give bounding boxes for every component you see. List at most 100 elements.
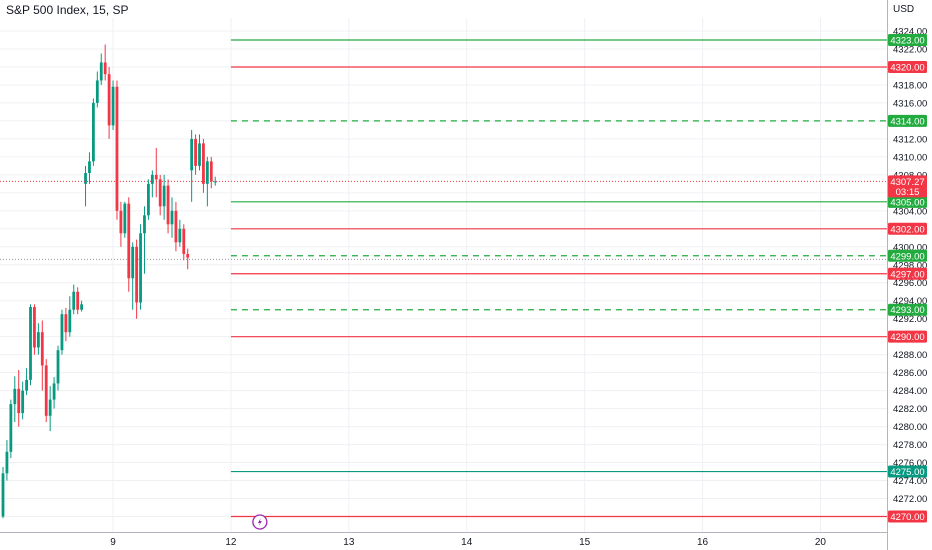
level-price-tag — [888, 510, 927, 523]
candle-body — [95, 80, 99, 103]
candle-body — [123, 203, 127, 234]
candlesticks — [1, 44, 217, 519]
chart-axes — [0, 0, 888, 550]
y-tick-label: 4304.00 — [893, 206, 927, 217]
y-tick-label: 4316.00 — [893, 98, 927, 109]
y-tick-label: 4322.00 — [893, 44, 927, 55]
candle-body — [205, 161, 209, 184]
y-tick-label: 4298.00 — [893, 260, 927, 271]
level-price-label: 4290.00 — [890, 332, 924, 343]
y-tick-label: 4276.00 — [893, 458, 927, 469]
level-price-label: 4270.00 — [890, 512, 924, 523]
y-tick-label: 4280.00 — [893, 422, 927, 433]
candle-body — [36, 332, 40, 348]
candle-body — [17, 388, 21, 414]
x-tick-label: 9 — [110, 537, 116, 548]
current-price-tag — [888, 175, 927, 198]
candle-body — [1, 473, 5, 517]
candle-body — [139, 233, 142, 303]
candle-body — [21, 390, 25, 414]
candle-body — [143, 215, 146, 234]
candle-body — [76, 291, 80, 310]
x-tick-label: 13 — [343, 537, 355, 548]
candle-body — [115, 86, 119, 211]
candle-body — [13, 388, 17, 405]
candle-body — [48, 399, 52, 416]
candle-body — [178, 228, 182, 243]
chart-title: S&P 500 Index, 15, SP — [6, 3, 129, 17]
x-tick-label: 12 — [225, 537, 237, 548]
candle-body — [147, 183, 150, 216]
level-price-tag — [888, 222, 927, 235]
x-tick-label: 16 — [697, 537, 709, 548]
y-tick-label: 4318.00 — [893, 80, 927, 91]
countdown-label: 03:15 — [896, 187, 920, 198]
level-price-label: 4323.00 — [890, 35, 924, 46]
candle-body — [72, 291, 76, 310]
candle-body — [202, 143, 205, 184]
y-tick-label: 4292.00 — [893, 314, 927, 325]
level-price-label: 4320.00 — [890, 62, 924, 73]
y-tick-label: 4310.00 — [893, 152, 927, 163]
candle-body — [33, 307, 36, 348]
candle-body — [198, 143, 201, 166]
y-tick-label: 4286.00 — [893, 368, 927, 379]
level-price-label: 4299.00 — [890, 251, 924, 262]
candle-body — [52, 383, 56, 400]
currency-label[interactable]: USD — [893, 4, 915, 15]
x-tick-label: 15 — [579, 537, 591, 548]
candle-body — [56, 350, 60, 384]
level-price-tag — [888, 303, 927, 316]
candle-body — [88, 161, 91, 174]
candle-body — [209, 161, 213, 182]
events-marker[interactable] — [252, 514, 268, 530]
candle-body — [91, 102, 95, 162]
level-price-label: 4297.00 — [890, 269, 924, 280]
level-price-label: 4293.00 — [890, 305, 924, 316]
y-tick-label: 4312.00 — [893, 134, 927, 145]
candle-body — [99, 62, 103, 81]
x-axis-ticks: 9 12 13 14 15 16 20 — [110, 537, 826, 548]
candle-body — [213, 181, 217, 183]
candle-body — [68, 309, 72, 333]
price-levels — [230, 39, 887, 518]
candle-body — [150, 174, 154, 184]
y-tick-label: 4300.00 — [893, 242, 927, 253]
level-price-tag — [888, 249, 927, 262]
level-price-tag — [888, 267, 927, 280]
candle-body — [107, 74, 111, 126]
candle-body — [64, 314, 68, 333]
candle-body — [127, 203, 131, 279]
candle-body — [186, 253, 190, 258]
y-tick-label: 4288.00 — [893, 350, 927, 361]
candle-body — [119, 210, 123, 234]
candle-body — [84, 173, 87, 184]
candle-body — [194, 138, 197, 166]
level-price-tag — [888, 114, 927, 127]
level-price-tag — [888, 330, 927, 343]
candle-body — [182, 228, 186, 254]
candle-body — [131, 246, 135, 279]
y-tick-label: 4278.00 — [893, 440, 927, 451]
y-tick-label: 4324.00 — [893, 27, 927, 38]
current-price-label: 4307.27 — [890, 177, 924, 188]
candle-body — [170, 210, 174, 225]
candle-body — [29, 307, 32, 380]
level-price-label: 4314.00 — [890, 116, 924, 127]
candle-body — [190, 138, 194, 171]
price-tags: 4323.00 4320.00 4314.00 4305.00 4302.00 4299.… — [888, 33, 927, 523]
lightning-glyph — [257, 518, 262, 526]
level-price-tag — [888, 33, 927, 46]
y-tick-label: 4274.00 — [893, 476, 927, 487]
x-tick-label: 20 — [815, 537, 827, 548]
candle-body — [60, 314, 64, 351]
candle-body — [44, 365, 48, 416]
candle-body — [103, 62, 107, 75]
candle-body — [111, 86, 115, 126]
candle-body — [25, 379, 28, 391]
candle-body — [162, 185, 166, 207]
candle-body — [9, 404, 13, 452]
candle-body — [135, 246, 139, 303]
candle-body — [166, 185, 170, 225]
